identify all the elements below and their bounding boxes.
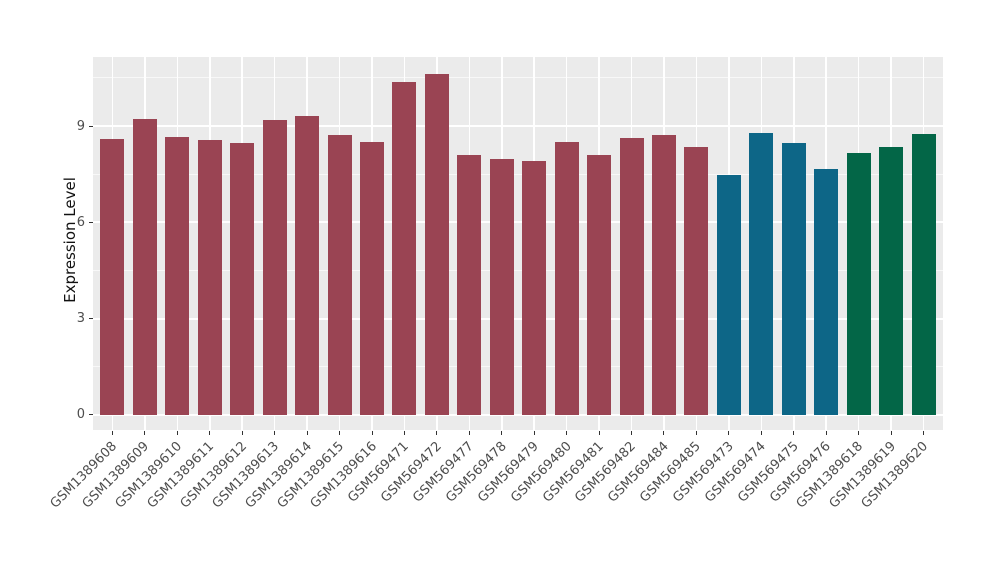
x-tick-mark xyxy=(728,431,730,435)
bar-GSM569475 xyxy=(781,142,806,415)
bar-GSM569481 xyxy=(587,154,612,415)
x-tick-mark xyxy=(858,431,860,435)
x-tick-mark xyxy=(468,431,470,435)
x-tick-mark xyxy=(339,431,341,435)
major-gridline xyxy=(93,317,943,320)
x-tick-mark xyxy=(923,431,925,435)
bar-GSM569482 xyxy=(619,138,644,415)
x-tick-mark xyxy=(144,431,146,435)
bar-GSM569476 xyxy=(814,169,839,415)
x-tick-mark xyxy=(566,431,568,435)
x-tick-mark xyxy=(403,431,405,435)
x-tick-mark xyxy=(825,431,827,435)
major-gridline xyxy=(93,413,943,416)
bar-GSM569471 xyxy=(392,82,417,415)
major-gridline xyxy=(93,221,943,224)
minor-gridline xyxy=(93,269,943,271)
bar-GSM1389615 xyxy=(327,135,352,415)
x-tick-mark xyxy=(598,431,600,435)
bar-GSM569480 xyxy=(554,141,579,415)
x-tick-mark xyxy=(274,431,276,435)
x-tick-mark xyxy=(760,431,762,435)
y-tick-label: 0 xyxy=(76,407,85,423)
x-tick-mark xyxy=(209,431,211,435)
bar-GSM569472 xyxy=(424,74,449,415)
bar-GSM1389620 xyxy=(911,134,936,415)
y-tick-label: 9 xyxy=(76,118,85,134)
x-tick-mark xyxy=(695,431,697,435)
bar-GSM1389609 xyxy=(132,118,157,415)
bar-GSM1389610 xyxy=(165,136,190,415)
x-tick-mark xyxy=(306,431,308,435)
bar-GSM1389608 xyxy=(100,139,125,415)
bar-GSM569484 xyxy=(651,134,676,415)
x-tick-mark xyxy=(533,431,535,435)
y-axis-title: Expression Level xyxy=(61,177,79,303)
bar-GSM1389616 xyxy=(360,141,384,415)
x-tick-mark xyxy=(241,431,243,435)
x-tick-mark xyxy=(176,431,178,435)
x-tick-mark xyxy=(111,431,113,435)
bar-GSM1389613 xyxy=(262,119,287,415)
x-tick-mark xyxy=(436,431,438,435)
bar-GSM569477 xyxy=(457,154,482,415)
y-tick-label: 3 xyxy=(76,311,85,327)
x-tick-mark xyxy=(631,431,633,435)
y-tick-mark xyxy=(89,125,93,127)
y-tick-label: 6 xyxy=(76,214,85,230)
x-tick-mark xyxy=(371,431,373,435)
y-tick-mark xyxy=(89,221,93,223)
bar-GSM1389619 xyxy=(879,146,904,415)
bar-GSM1389614 xyxy=(295,115,320,415)
y-tick-mark xyxy=(89,318,93,320)
bar-GSM569473 xyxy=(716,175,741,415)
minor-gridline xyxy=(93,173,943,175)
x-tick-mark xyxy=(793,431,795,435)
x-tick-mark xyxy=(663,431,665,435)
minor-gridline xyxy=(93,366,943,368)
bar-GSM569478 xyxy=(489,158,514,415)
bar-GSM1389611 xyxy=(197,139,222,415)
bar-GSM569485 xyxy=(684,146,709,415)
bar-GSM1389612 xyxy=(230,143,255,415)
x-tick-mark xyxy=(501,431,503,435)
bar-GSM569474 xyxy=(749,132,774,415)
x-tick-mark xyxy=(890,431,892,435)
major-gridline xyxy=(93,125,943,127)
y-tick-mark xyxy=(89,414,93,416)
minor-gridline xyxy=(93,77,943,79)
plot-panel xyxy=(93,57,943,430)
bar-GSM1389618 xyxy=(846,153,871,415)
bar-GSM569479 xyxy=(522,161,547,415)
